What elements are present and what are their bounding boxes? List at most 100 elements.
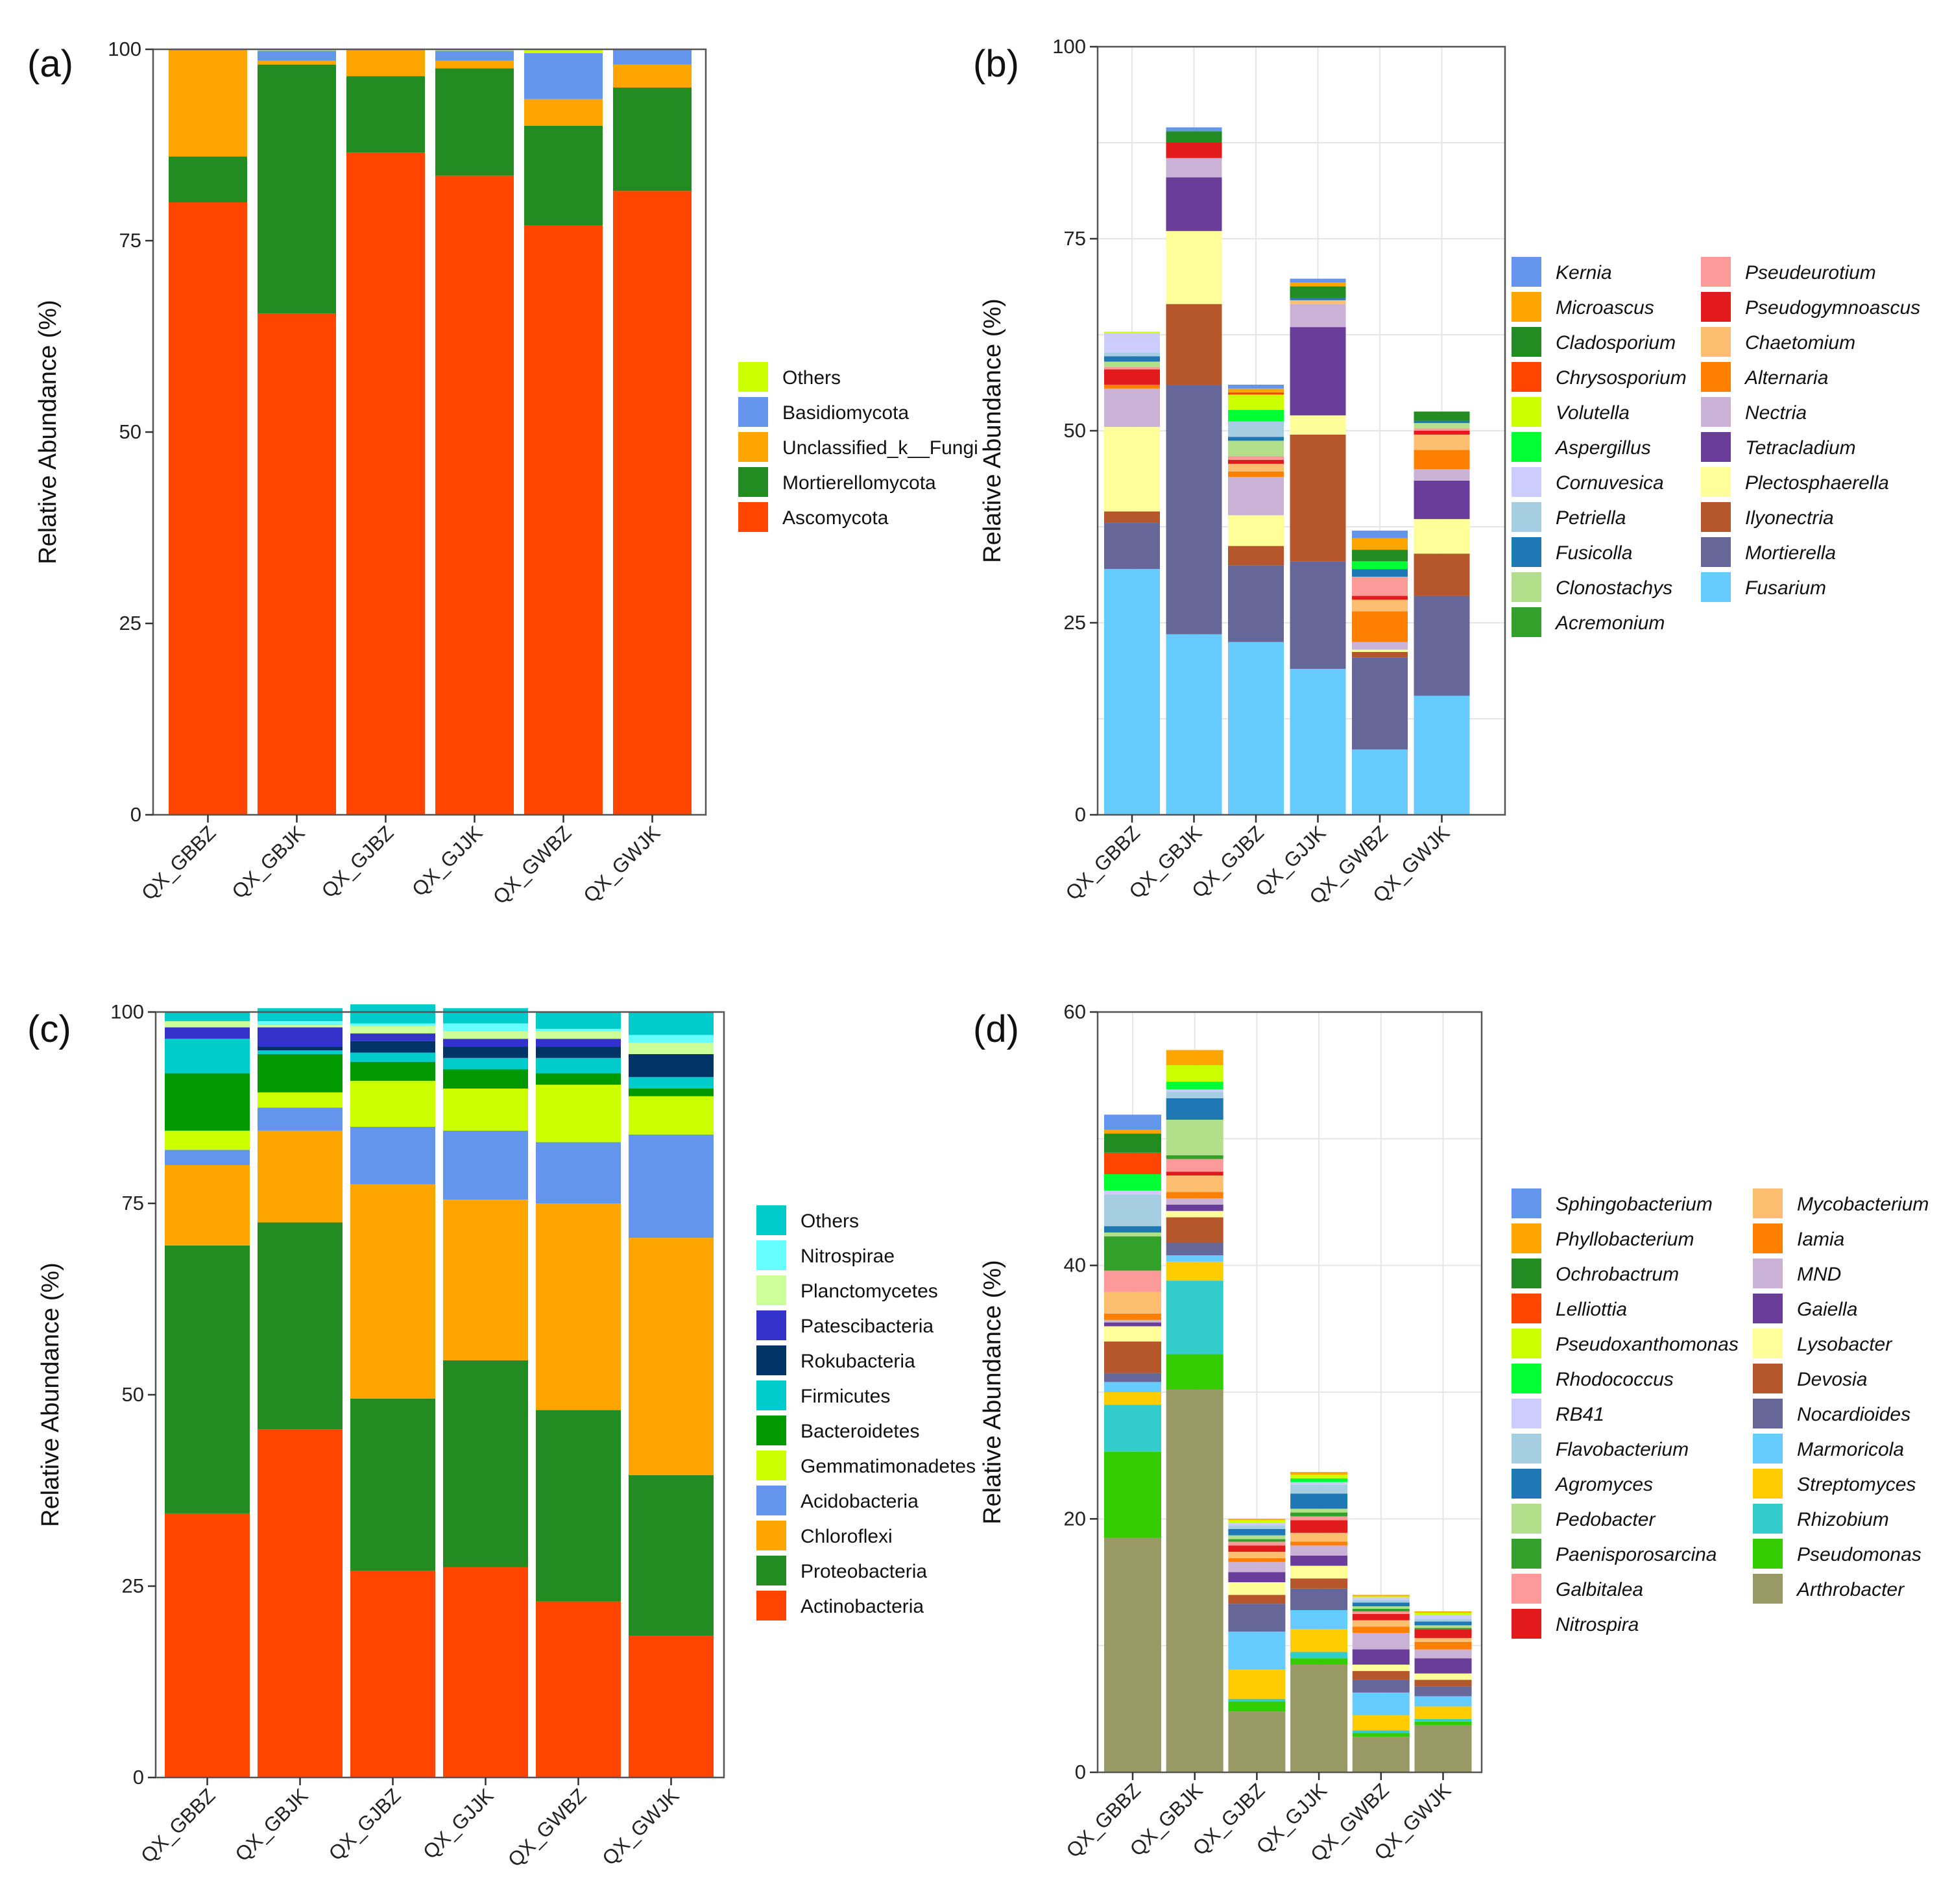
bar-segment-Nitrospira [1414, 1629, 1472, 1638]
bar-segment-Nitrospirae [443, 1023, 528, 1031]
y-tick-label: 25 [1064, 611, 1086, 634]
bar-segment-Gemmatimonadetes [536, 1085, 621, 1142]
bar-segment-Proteobacteria [258, 1222, 343, 1430]
y-tick-label: 75 [119, 229, 141, 252]
y-tick-label: 60 [1064, 1000, 1086, 1023]
legend-label: Ochrobactrum [1556, 1264, 1679, 1285]
legend-swatch [756, 1205, 786, 1235]
bar-segment-Nitrospirae [629, 1035, 714, 1043]
legend-item: Ascomycota [738, 502, 889, 532]
legend-item: Kernia [1512, 257, 1612, 287]
legend-label: Marmoricola [1797, 1439, 1904, 1460]
bar-segment-Proteobacteria [536, 1410, 621, 1602]
legend-item: Flavobacterium [1512, 1434, 1689, 1464]
bar-segment-Agromyces [1104, 1226, 1161, 1233]
bar-segment-Chloroflexi [629, 1238, 714, 1475]
legend-swatch [756, 1591, 786, 1621]
bar-segment-Petriella [1228, 421, 1284, 437]
legend-swatch [1512, 1539, 1541, 1569]
bar-segment-Ascomycota [613, 191, 692, 815]
bar-segment-Pseudoxanthomonas [1228, 1520, 1286, 1523]
bar-segment-Marmoricola [1228, 1632, 1286, 1670]
bar-segment-Pseudomonas [1166, 1354, 1223, 1390]
y-axis-label: Relative Abundance (%) [979, 298, 1006, 563]
bar-segment-Basidiomycota [524, 53, 603, 99]
x-tick-label: QX_GJJK [407, 821, 487, 900]
x-tick-label: QX_GBJK [231, 1784, 313, 1866]
bar-segment-Paenisporosarcina [1290, 1512, 1348, 1517]
bar-segment-Pseudomonas [1414, 1721, 1472, 1726]
legend-item: Nocardioides [1753, 1399, 1910, 1428]
bar-segment-Pseudomonas [1228, 1701, 1286, 1712]
bar-segment-Aspergillus [1352, 561, 1408, 570]
bar-segment-Clonostachys [1104, 361, 1160, 367]
legend-swatch [1512, 1504, 1541, 1534]
bar-segment-Fusarium [1104, 569, 1160, 815]
bar-segment-Firmicutes [443, 1057, 528, 1070]
x-tick-label: QX_GWBZ [503, 1784, 590, 1871]
legend-label: Tetracladium [1745, 437, 1856, 459]
bar-segment-Others [629, 1012, 714, 1035]
bar-segment-Paenisporosarcina [1414, 1628, 1472, 1630]
legend-label: Ilyonectria [1745, 507, 1834, 529]
bar-segment-Clonostachys [1414, 423, 1470, 429]
legend-swatch [1512, 1434, 1541, 1464]
bar-stack-QX_GWBZ [1352, 1595, 1410, 1772]
legend-swatch [756, 1486, 786, 1515]
bar-segment-Petriella [1104, 352, 1160, 357]
bar-segment-Patescibacteria [536, 1039, 621, 1047]
y-axis: 0 25 50 75 100 Relative Abundance (%) [979, 35, 1098, 826]
legend-swatch [738, 467, 768, 497]
bar-segment-Pseudoxanthomonas [1414, 1612, 1472, 1615]
bar-segment-Plectosphaerella [1290, 415, 1346, 435]
bar-segment-Mortierella [1290, 561, 1346, 669]
bar-segment-Ilyonectria [1290, 434, 1346, 562]
bar-segment-Others [536, 1012, 621, 1029]
bar-segment-Rokubacteria [629, 1054, 714, 1078]
bar-segment-Others [258, 1008, 343, 1022]
legend-swatch [1512, 1294, 1541, 1323]
legend-item: Mycobacterium [1753, 1188, 1929, 1218]
bar-segment-Arthrobacter [1414, 1725, 1472, 1772]
y-tick-label: 25 [119, 612, 141, 634]
bar-segment-Planctomycetes [165, 1021, 250, 1028]
legend-item: Cladosporium [1512, 327, 1676, 357]
y-tick-label: 75 [122, 1192, 144, 1214]
bar-stack-QX_GBBZ [165, 1012, 250, 1777]
legend-swatch [1753, 1469, 1783, 1499]
legend-item: Lelliottia [1512, 1294, 1627, 1323]
legend-item: Phyllobacterium [1512, 1223, 1694, 1253]
legend-swatch [756, 1310, 786, 1340]
legend-swatch [1512, 327, 1541, 357]
legend-label: Basidiomycota [782, 402, 909, 424]
x-tick-label: QX_GWJK [598, 1784, 684, 1870]
legend-swatch [1753, 1399, 1783, 1428]
y-tick-label: 0 [1075, 1761, 1086, 1783]
bar-segment-Mycobacterium [1352, 1620, 1410, 1627]
bar-segment-Plectosphaerella [1414, 519, 1470, 554]
bar-segment-RB41 [1414, 1615, 1472, 1619]
bar-segment-Nectria [1414, 469, 1470, 481]
legend-label: Patescibacteria [801, 1316, 934, 1337]
legend-swatch [1753, 1364, 1783, 1393]
x-tick-label: QX_GJJK [418, 1784, 498, 1863]
bar-segment-Gaiella [1166, 1204, 1223, 1211]
y-tick-label: 100 [108, 38, 141, 60]
legend-label: Proteobacteria [801, 1561, 927, 1582]
legend-item: Iamia [1753, 1223, 1844, 1253]
bar-segment-Nocardioides [1352, 1680, 1410, 1693]
bar-segment-Pseudoxanthomonas [1352, 1596, 1410, 1598]
legend-swatch [1701, 502, 1731, 532]
bar-segment-Firmicutes [165, 1039, 250, 1074]
legend-label: Acidobacteria [801, 1491, 919, 1512]
legend-item: Unclassified_k__Fungi [738, 432, 978, 462]
bar-segment-Others [350, 1004, 435, 1024]
bar-stack-QX_GBJK [258, 1008, 343, 1777]
legend-swatch [1512, 362, 1541, 392]
bar-segment-Ilyonectria [1166, 304, 1222, 385]
legend: Others Basidiomycota Unclassified_k__Fungi… [738, 362, 978, 532]
bar-segment-Gemmatimonadetes [350, 1081, 435, 1127]
x-tick-label: QX_GBBZ [136, 1784, 219, 1867]
y-tick-label: 75 [1064, 227, 1086, 250]
